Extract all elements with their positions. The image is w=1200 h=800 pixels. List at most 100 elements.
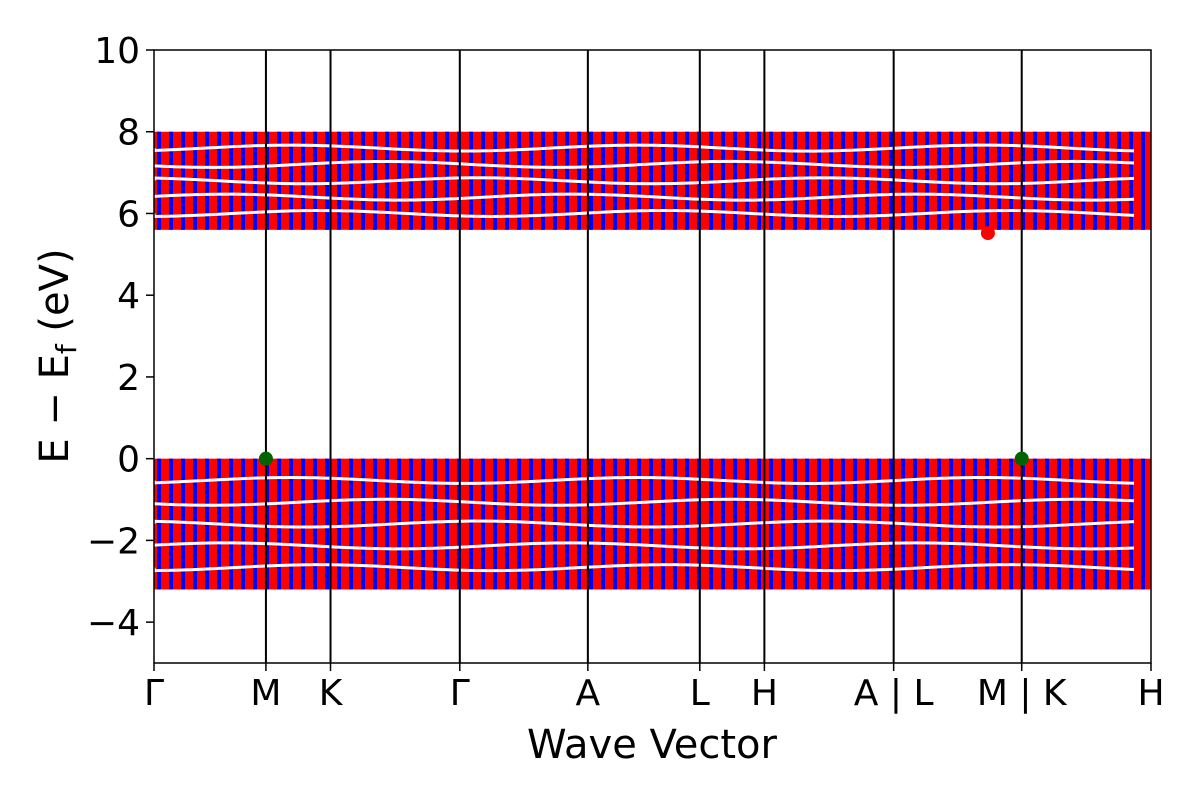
y-axis-title: E − Ef (eV) xyxy=(32,248,83,463)
conduction-band-stripe xyxy=(625,131,629,230)
conduction-band-stripe xyxy=(493,131,497,230)
valence-band-stripe xyxy=(985,458,989,590)
valence-band-stripe xyxy=(1033,458,1037,590)
x-tick-label: A xyxy=(576,673,601,714)
conduction-band-gap-line xyxy=(154,176,1135,186)
valence-band-gap-line xyxy=(154,541,1135,551)
conduction-band-stripe xyxy=(181,131,185,230)
valence-band-stripe xyxy=(685,458,689,590)
plot-area xyxy=(154,50,1151,663)
conduction-band-stripe xyxy=(1021,131,1025,230)
valence-band-stripe xyxy=(181,458,185,590)
valence-band-stripe xyxy=(1009,458,1013,590)
x-axis-title: Wave Vector xyxy=(527,722,778,768)
valence-band-stripe xyxy=(793,458,797,590)
conduction-band-stripe xyxy=(529,131,533,230)
valence-band-stripe xyxy=(949,458,953,590)
valence-band-gap-line xyxy=(154,475,1135,485)
conduction-band-stripe xyxy=(961,131,965,230)
conduction-band-stripe xyxy=(505,131,509,230)
x-tick-label: Γ xyxy=(450,673,470,714)
conduction-band-stripe xyxy=(817,131,821,230)
valence-band-stripe xyxy=(829,458,833,590)
conduction-band-stripe xyxy=(877,131,881,230)
conduction-band-stripe xyxy=(997,131,1001,230)
conduction-band-stripe xyxy=(253,131,257,230)
valence-band-stripe xyxy=(805,458,809,590)
valence-band-stripe xyxy=(649,458,653,590)
vbm-marker xyxy=(1014,451,1029,466)
conduction-band-stripe xyxy=(481,131,485,230)
conduction-band-stripe xyxy=(685,131,689,230)
conduction-band-gap-line xyxy=(154,208,1135,218)
valence-band-stripe xyxy=(865,458,869,590)
conduction-band-stripe xyxy=(433,131,437,230)
valence-band-stripe xyxy=(253,458,257,590)
valence-band-stripe xyxy=(661,458,665,590)
y-tick-label: 2 xyxy=(117,358,140,399)
valence-band-stripe xyxy=(601,458,605,590)
y-tick-label: −4 xyxy=(87,603,140,644)
valence-band-stripe xyxy=(505,458,509,590)
valence-band-stripe xyxy=(325,458,329,590)
y-axis-title-prefix: E − E xyxy=(32,354,78,464)
conduction-band-stripe xyxy=(301,131,305,230)
bands-layer xyxy=(154,131,1151,590)
valence-band-stripe xyxy=(445,458,449,590)
valence-band-stripe xyxy=(433,458,437,590)
extrema-markers xyxy=(258,226,1029,466)
conduction-band-stripe xyxy=(949,131,953,230)
valence-band-stripe xyxy=(517,458,521,590)
conduction-band-gap-line xyxy=(154,192,1135,202)
valence-band-stripe xyxy=(1117,458,1121,590)
valence-band-stripe xyxy=(421,458,425,590)
valence-band-stripe xyxy=(1141,458,1145,590)
y-tick-label: 0 xyxy=(117,440,140,481)
conduction-band-stripe xyxy=(793,131,797,230)
y-tick-label: 6 xyxy=(117,194,140,235)
valence-band-stripe xyxy=(673,458,677,590)
conduction-band-stripe xyxy=(169,131,173,230)
valence-band-stripe xyxy=(277,458,281,590)
conduction-band-stripe xyxy=(325,131,329,230)
valence-band-gaps xyxy=(154,475,1135,573)
valence-band-stripe xyxy=(529,458,533,590)
valence-band-stripe xyxy=(313,458,317,590)
conduction-band-gaps xyxy=(154,143,1135,218)
conduction-band-stripe xyxy=(973,131,977,230)
valence-band-stripe xyxy=(625,458,629,590)
conduction-band-stripe xyxy=(829,131,833,230)
conduction-band-stripe xyxy=(1141,131,1145,230)
vbm-marker xyxy=(258,451,273,466)
conduction-band-stripe xyxy=(853,131,857,230)
x-tick-label: M xyxy=(250,673,281,714)
conduction-band-stripe xyxy=(265,131,269,230)
conduction-band-stripe xyxy=(1117,131,1121,230)
y-tick-label: 10 xyxy=(94,31,140,72)
valence-band-stripe xyxy=(853,458,857,590)
valence-band-stripe xyxy=(781,458,785,590)
valence-band-stripe xyxy=(997,458,1001,590)
valence-band-gap-line xyxy=(154,519,1135,529)
y-tick-label: 8 xyxy=(117,113,140,154)
y-axis-title-suffix: (eV) xyxy=(32,248,78,344)
conduction-band-stripe xyxy=(613,131,617,230)
x-tick-label: L xyxy=(690,673,710,714)
x-tick-label: A | L xyxy=(854,673,934,714)
conduction-band-stripe xyxy=(769,131,773,230)
valence-band-stripe xyxy=(877,458,881,590)
conduction-band-stripe xyxy=(985,131,989,230)
valence-band-gap-line xyxy=(154,563,1135,573)
x-tick-label: H xyxy=(751,673,778,714)
valence-band-stripe xyxy=(613,458,617,590)
y-tick-label: −2 xyxy=(87,521,140,562)
valence-band-stripe xyxy=(349,458,353,590)
conduction-band-stripe xyxy=(1009,131,1013,230)
valence-band-stripe xyxy=(157,458,161,590)
valence-band-stripe xyxy=(1021,458,1025,590)
valence-band-stripe xyxy=(265,458,269,590)
valence-band-stripe xyxy=(769,458,773,590)
conduction-band-stripe xyxy=(277,131,281,230)
